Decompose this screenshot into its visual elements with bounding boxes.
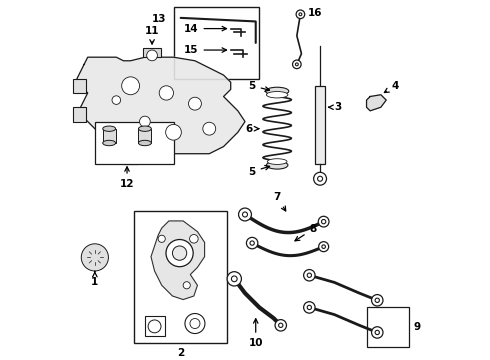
Circle shape [279, 323, 283, 328]
Text: 13: 13 [152, 14, 166, 24]
Circle shape [239, 208, 251, 221]
Circle shape [159, 86, 173, 100]
Circle shape [293, 60, 301, 69]
Ellipse shape [103, 126, 116, 131]
Text: 4: 4 [384, 81, 399, 93]
Circle shape [250, 241, 254, 245]
Ellipse shape [266, 87, 289, 95]
Circle shape [314, 172, 326, 185]
Circle shape [203, 122, 216, 135]
Text: 8: 8 [295, 224, 317, 241]
Text: 9: 9 [413, 322, 420, 332]
Circle shape [275, 320, 287, 331]
Circle shape [140, 116, 150, 127]
Circle shape [86, 248, 104, 267]
Circle shape [81, 244, 108, 271]
Circle shape [148, 320, 161, 333]
Circle shape [304, 270, 315, 281]
Circle shape [296, 10, 305, 19]
Circle shape [371, 327, 383, 338]
Circle shape [307, 273, 312, 278]
Text: 16: 16 [308, 8, 322, 18]
Polygon shape [77, 57, 245, 165]
Text: 12: 12 [120, 167, 134, 189]
Ellipse shape [267, 91, 288, 98]
Circle shape [318, 176, 322, 181]
Text: 5: 5 [248, 81, 270, 91]
Circle shape [231, 276, 237, 282]
Circle shape [147, 50, 157, 61]
Text: 11: 11 [145, 26, 159, 44]
Circle shape [375, 330, 379, 334]
Bar [139, 129, 151, 143]
Bar [316, 86, 325, 165]
Circle shape [122, 77, 140, 95]
Ellipse shape [139, 126, 151, 131]
Text: 10: 10 [248, 319, 263, 348]
Circle shape [91, 254, 98, 261]
Circle shape [189, 97, 201, 110]
Text: 2: 2 [177, 348, 184, 358]
Circle shape [295, 63, 298, 66]
Circle shape [318, 216, 329, 227]
Circle shape [371, 294, 383, 306]
Ellipse shape [139, 140, 151, 146]
Ellipse shape [268, 159, 287, 165]
Polygon shape [151, 221, 205, 300]
Text: 5: 5 [248, 166, 270, 177]
Bar [134, 211, 227, 343]
Text: 3: 3 [328, 102, 342, 112]
Polygon shape [367, 95, 386, 111]
Circle shape [112, 96, 121, 104]
Text: 15: 15 [184, 45, 226, 55]
Circle shape [88, 251, 101, 264]
Circle shape [299, 13, 302, 16]
Circle shape [307, 305, 312, 310]
Bar [145, 316, 165, 336]
Circle shape [318, 242, 329, 252]
Circle shape [243, 212, 247, 217]
Circle shape [322, 245, 325, 248]
Text: 7: 7 [273, 192, 286, 211]
Circle shape [172, 246, 187, 260]
Circle shape [190, 319, 200, 329]
Bar [367, 307, 410, 347]
Ellipse shape [103, 140, 116, 146]
Circle shape [190, 234, 198, 243]
Bar [74, 78, 86, 93]
Circle shape [375, 298, 379, 302]
Circle shape [246, 237, 258, 249]
Bar [103, 129, 116, 143]
Text: 14: 14 [184, 24, 226, 33]
Bar [95, 122, 173, 165]
Bar [173, 7, 259, 78]
Circle shape [183, 282, 190, 289]
Circle shape [185, 314, 205, 333]
Text: 1: 1 [91, 271, 98, 287]
Circle shape [304, 302, 315, 313]
Circle shape [166, 239, 193, 267]
Circle shape [166, 125, 181, 140]
Circle shape [227, 272, 242, 286]
Ellipse shape [267, 161, 288, 169]
Bar [143, 48, 161, 57]
Circle shape [158, 235, 165, 242]
Bar [74, 107, 86, 122]
Circle shape [321, 220, 326, 224]
Text: 6: 6 [245, 124, 259, 134]
